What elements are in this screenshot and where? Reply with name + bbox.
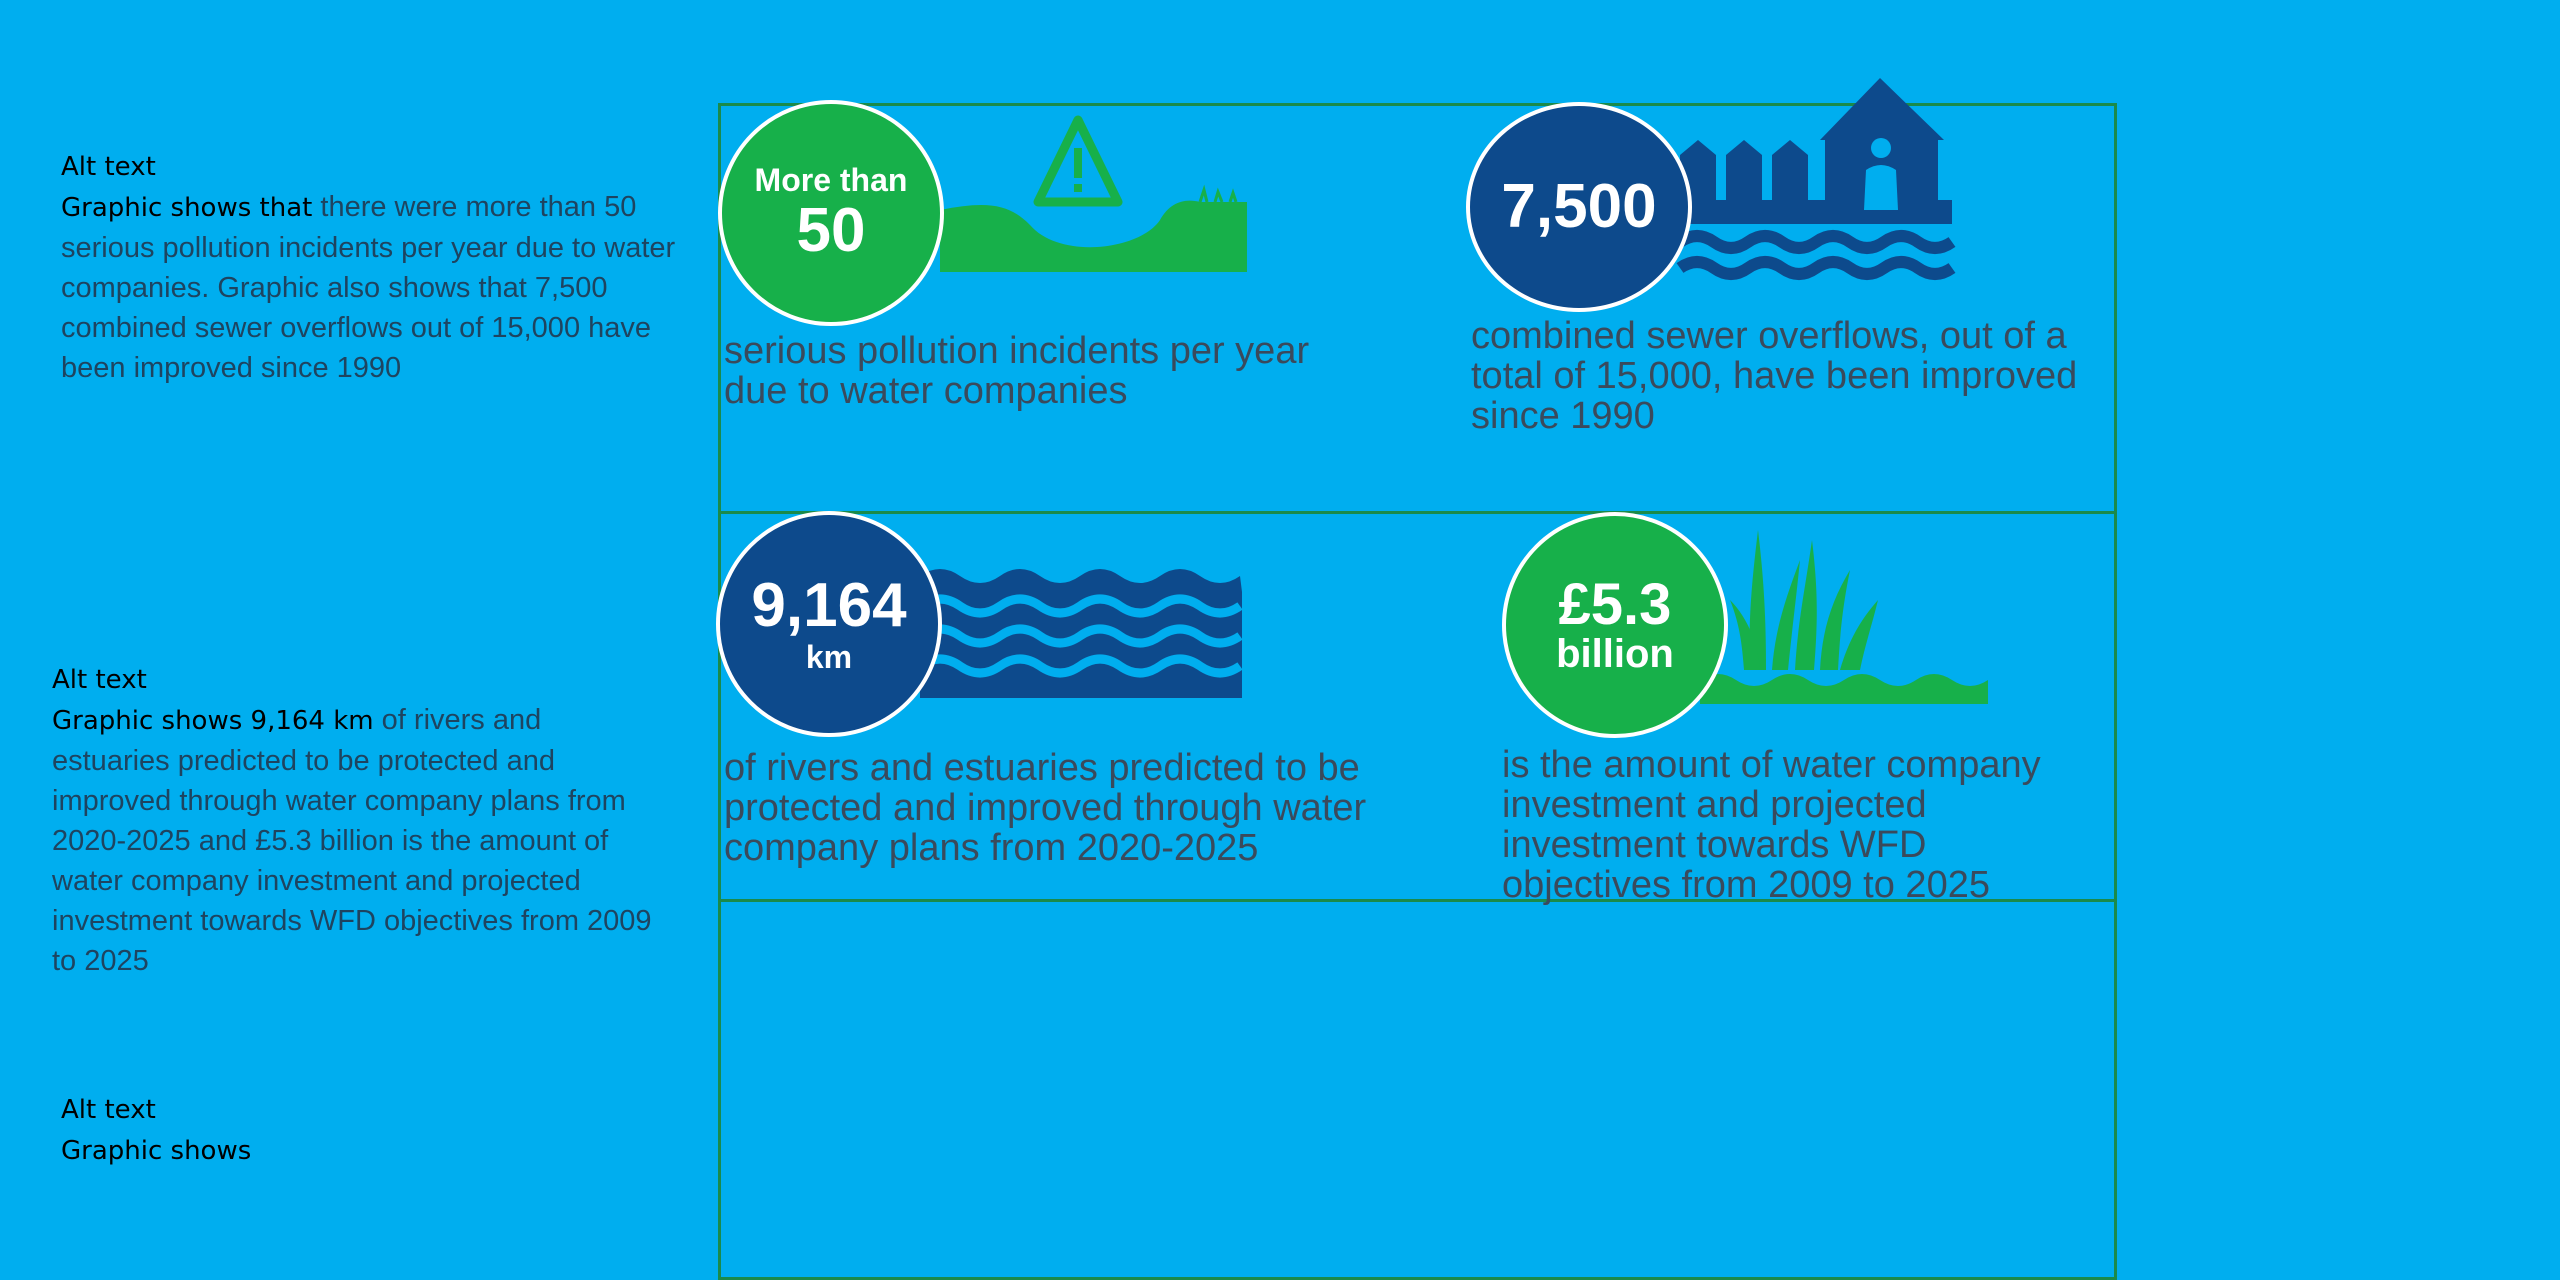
stat-value: 7,500 xyxy=(1501,172,1657,241)
stat-description-rivers: of rivers and estuaries predicted to be … xyxy=(724,747,1367,869)
stat-description-investment: is the amount of water company investmen… xyxy=(1502,744,2041,906)
alt-text-block-3: Alt text Graphic shows xyxy=(61,1090,681,1171)
stat-circle-sewer: 7,500 xyxy=(1466,102,1692,312)
stat-value: 50 xyxy=(796,196,866,265)
stat-description-sewer: combined sewer overflows, out of a total… xyxy=(1471,315,2078,437)
stat-circle-pollution: More than 50 xyxy=(718,100,944,326)
alt-text-heading: Alt text xyxy=(61,1095,156,1125)
alt-text-block-1: Alt text Graphic shows that there were m… xyxy=(61,147,681,388)
reeds-water-icon xyxy=(1700,530,1988,704)
alt-text-heading: Alt text xyxy=(61,152,156,182)
stat-description-pollution: serious pollution incidents per year due… xyxy=(724,330,1310,412)
flooded-houses-icon xyxy=(1676,78,1956,280)
waves-icon xyxy=(917,569,1243,698)
stat-value: 9,164 xyxy=(751,571,907,640)
stat-prefix: More than xyxy=(754,162,908,198)
alt-text-description: Graphic shows that there were more than … xyxy=(61,187,681,388)
alt-text-lead: Graphic shows 9,164 km xyxy=(52,706,374,736)
alt-text-heading: Alt text xyxy=(52,665,147,695)
alt-text-lead: Graphic shows that xyxy=(61,193,313,223)
stat-unit: billion xyxy=(1556,632,1674,676)
infographic-frame xyxy=(718,103,2117,1280)
stat-value: £5.3 xyxy=(1558,572,1672,637)
alt-text-body: of rivers and estuaries predicted to be … xyxy=(52,704,652,977)
row-divider xyxy=(718,899,2117,902)
stat-circle-investment: £5.3 billion xyxy=(1502,512,1728,738)
alt-text-description: Graphic shows xyxy=(61,1130,681,1171)
alt-text-body: there were more than 50 serious pollutio… xyxy=(61,191,676,384)
alt-text-lead: Graphic shows xyxy=(61,1136,252,1166)
alt-text-description: Graphic shows 9,164 km of rivers and est… xyxy=(52,700,652,981)
polluted-river-warning-icon xyxy=(940,115,1247,272)
alt-text-block-2: Alt text Graphic shows 9,164 km of river… xyxy=(52,660,652,981)
stat-unit: km xyxy=(805,639,853,675)
row-divider xyxy=(718,511,2117,514)
stat-circle-rivers: 9,164 km xyxy=(716,511,942,737)
